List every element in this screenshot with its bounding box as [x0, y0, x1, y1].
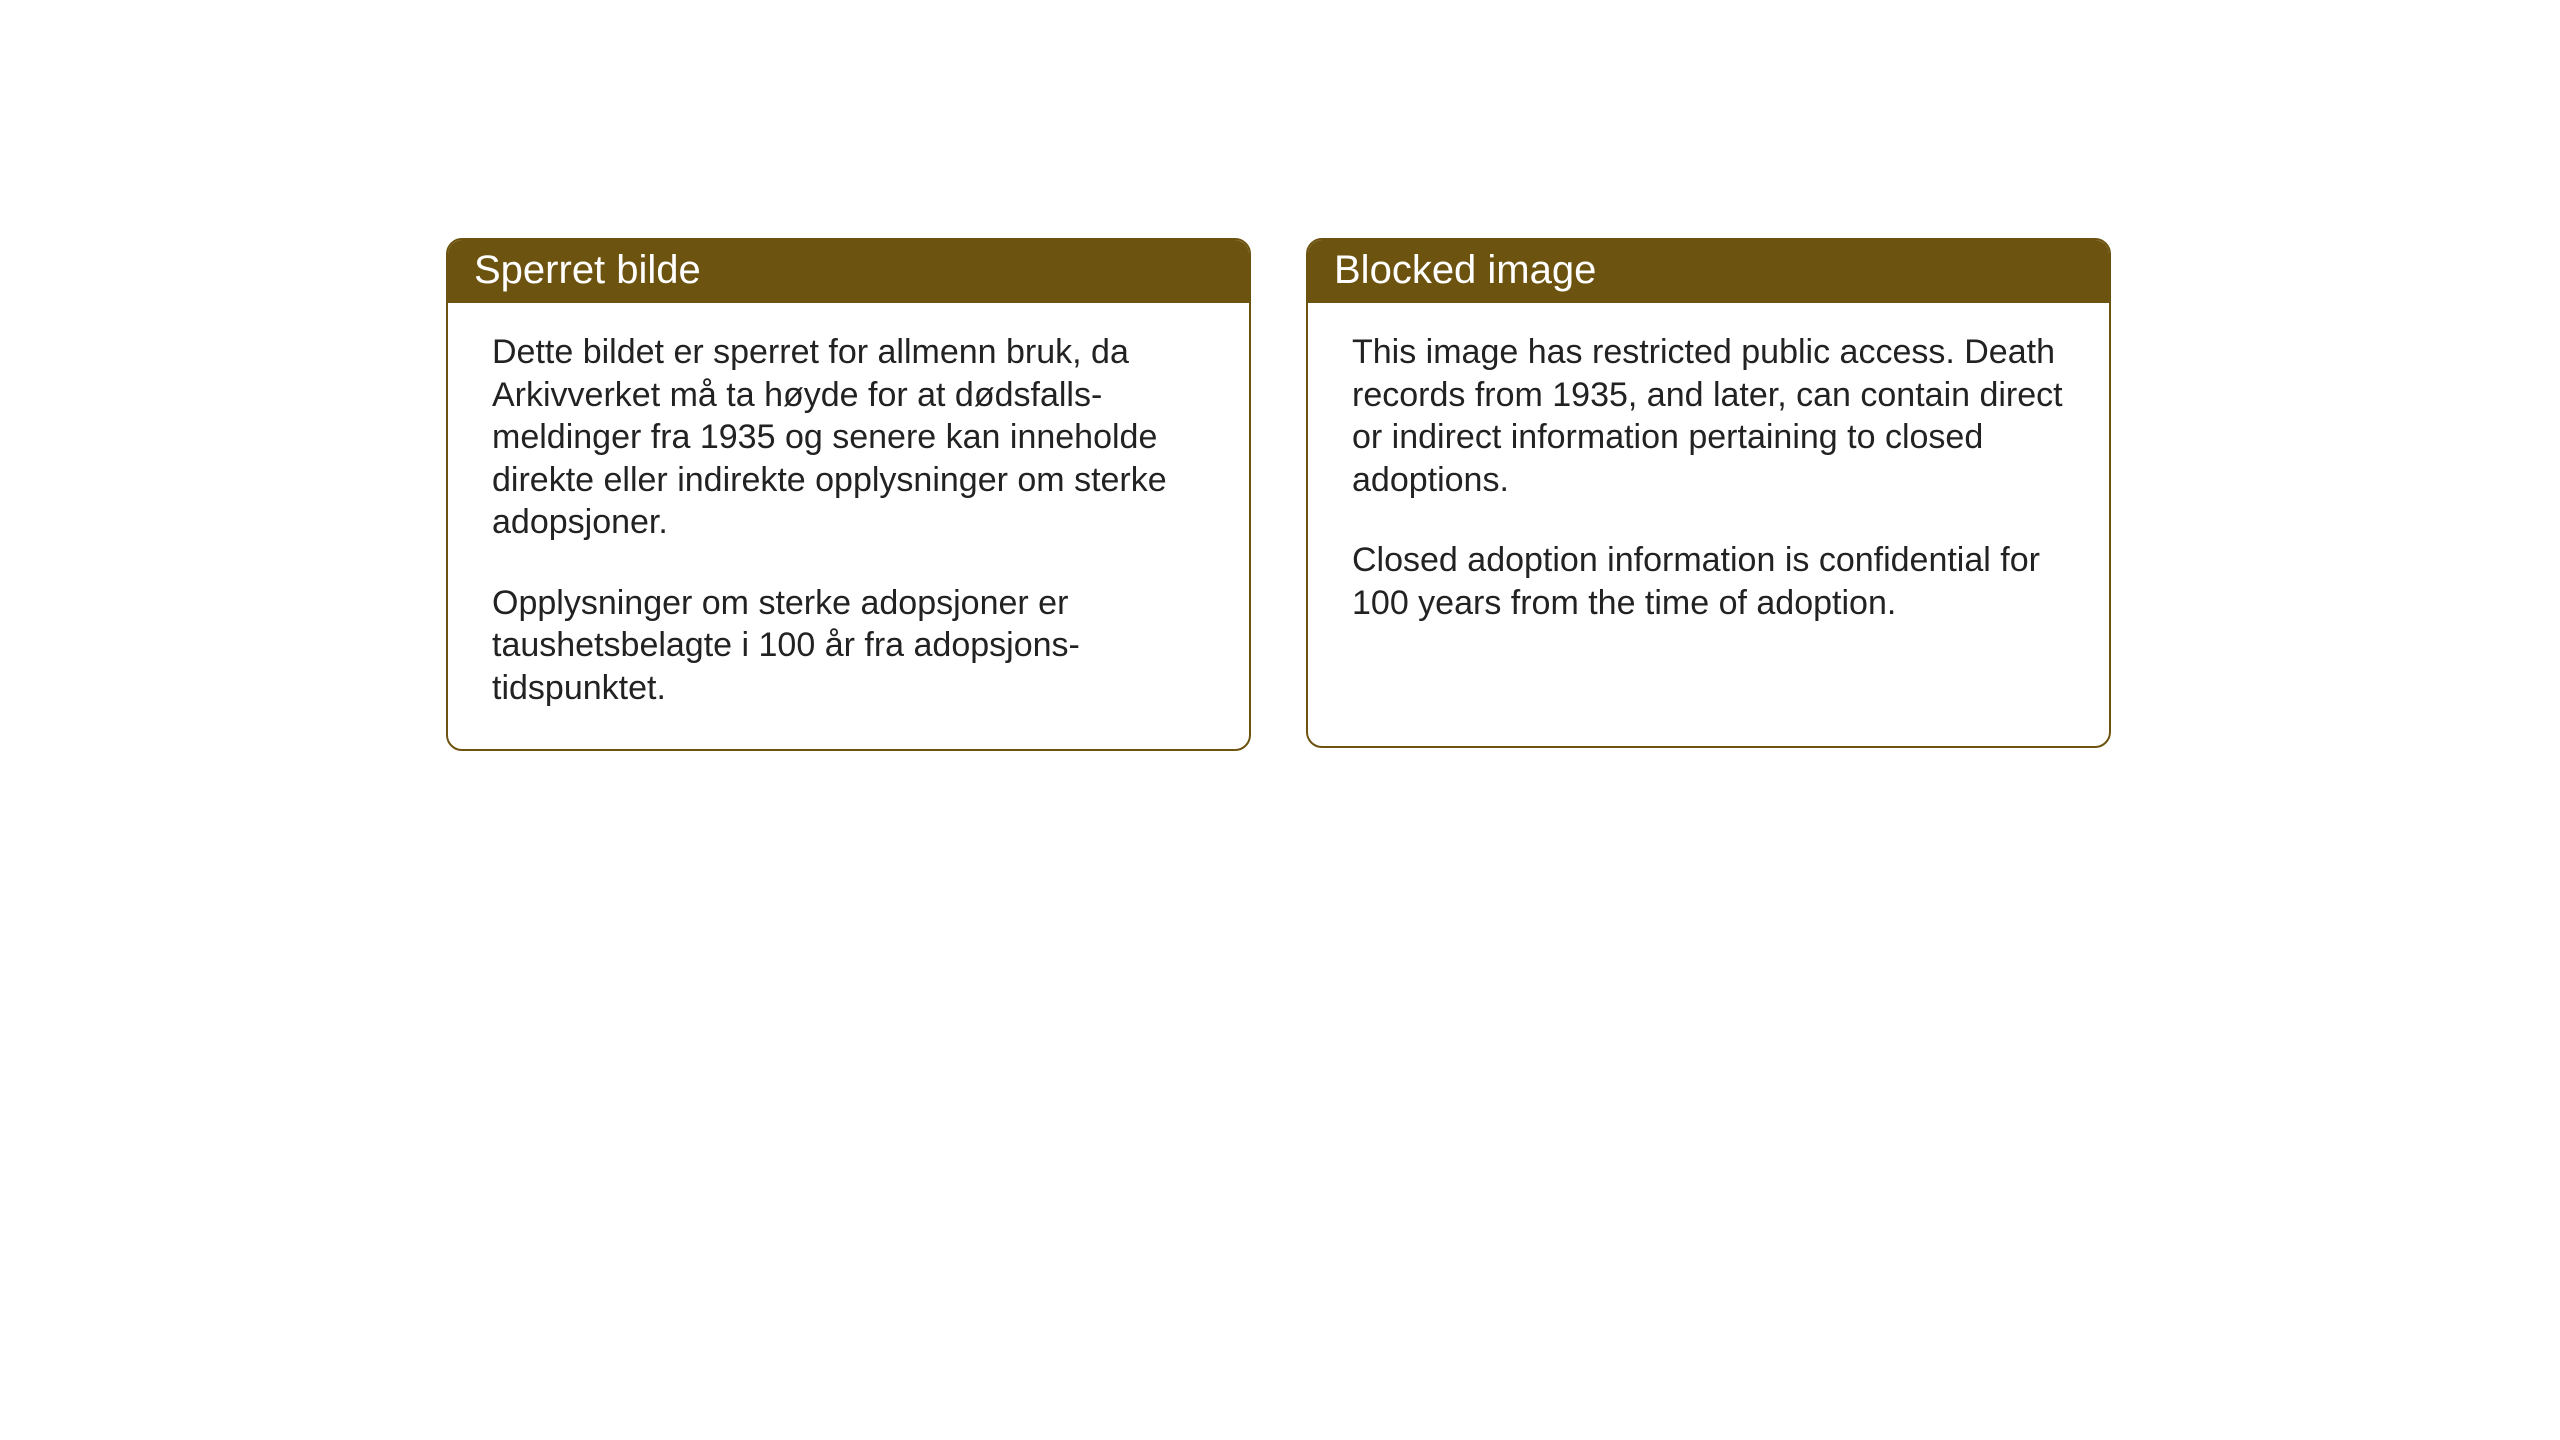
card-paragraph: Closed adoption information is confident… — [1352, 539, 2065, 624]
card-body-norwegian: Dette bildet er sperret for allmenn bruk… — [448, 303, 1249, 749]
card-paragraph: Dette bildet er sperret for allmenn bruk… — [492, 331, 1205, 544]
notice-card-english: Blocked image This image has restricted … — [1306, 238, 2111, 748]
card-body-english: This image has restricted public access.… — [1308, 303, 2109, 664]
card-paragraph: This image has restricted public access.… — [1352, 331, 2065, 501]
notice-container: Sperret bilde Dette bildet er sperret fo… — [446, 238, 2111, 751]
card-paragraph: Opplysninger om sterke adopsjoner er tau… — [492, 582, 1205, 710]
card-header-english: Blocked image — [1308, 240, 2109, 303]
notice-card-norwegian: Sperret bilde Dette bildet er sperret fo… — [446, 238, 1251, 751]
card-header-norwegian: Sperret bilde — [448, 240, 1249, 303]
